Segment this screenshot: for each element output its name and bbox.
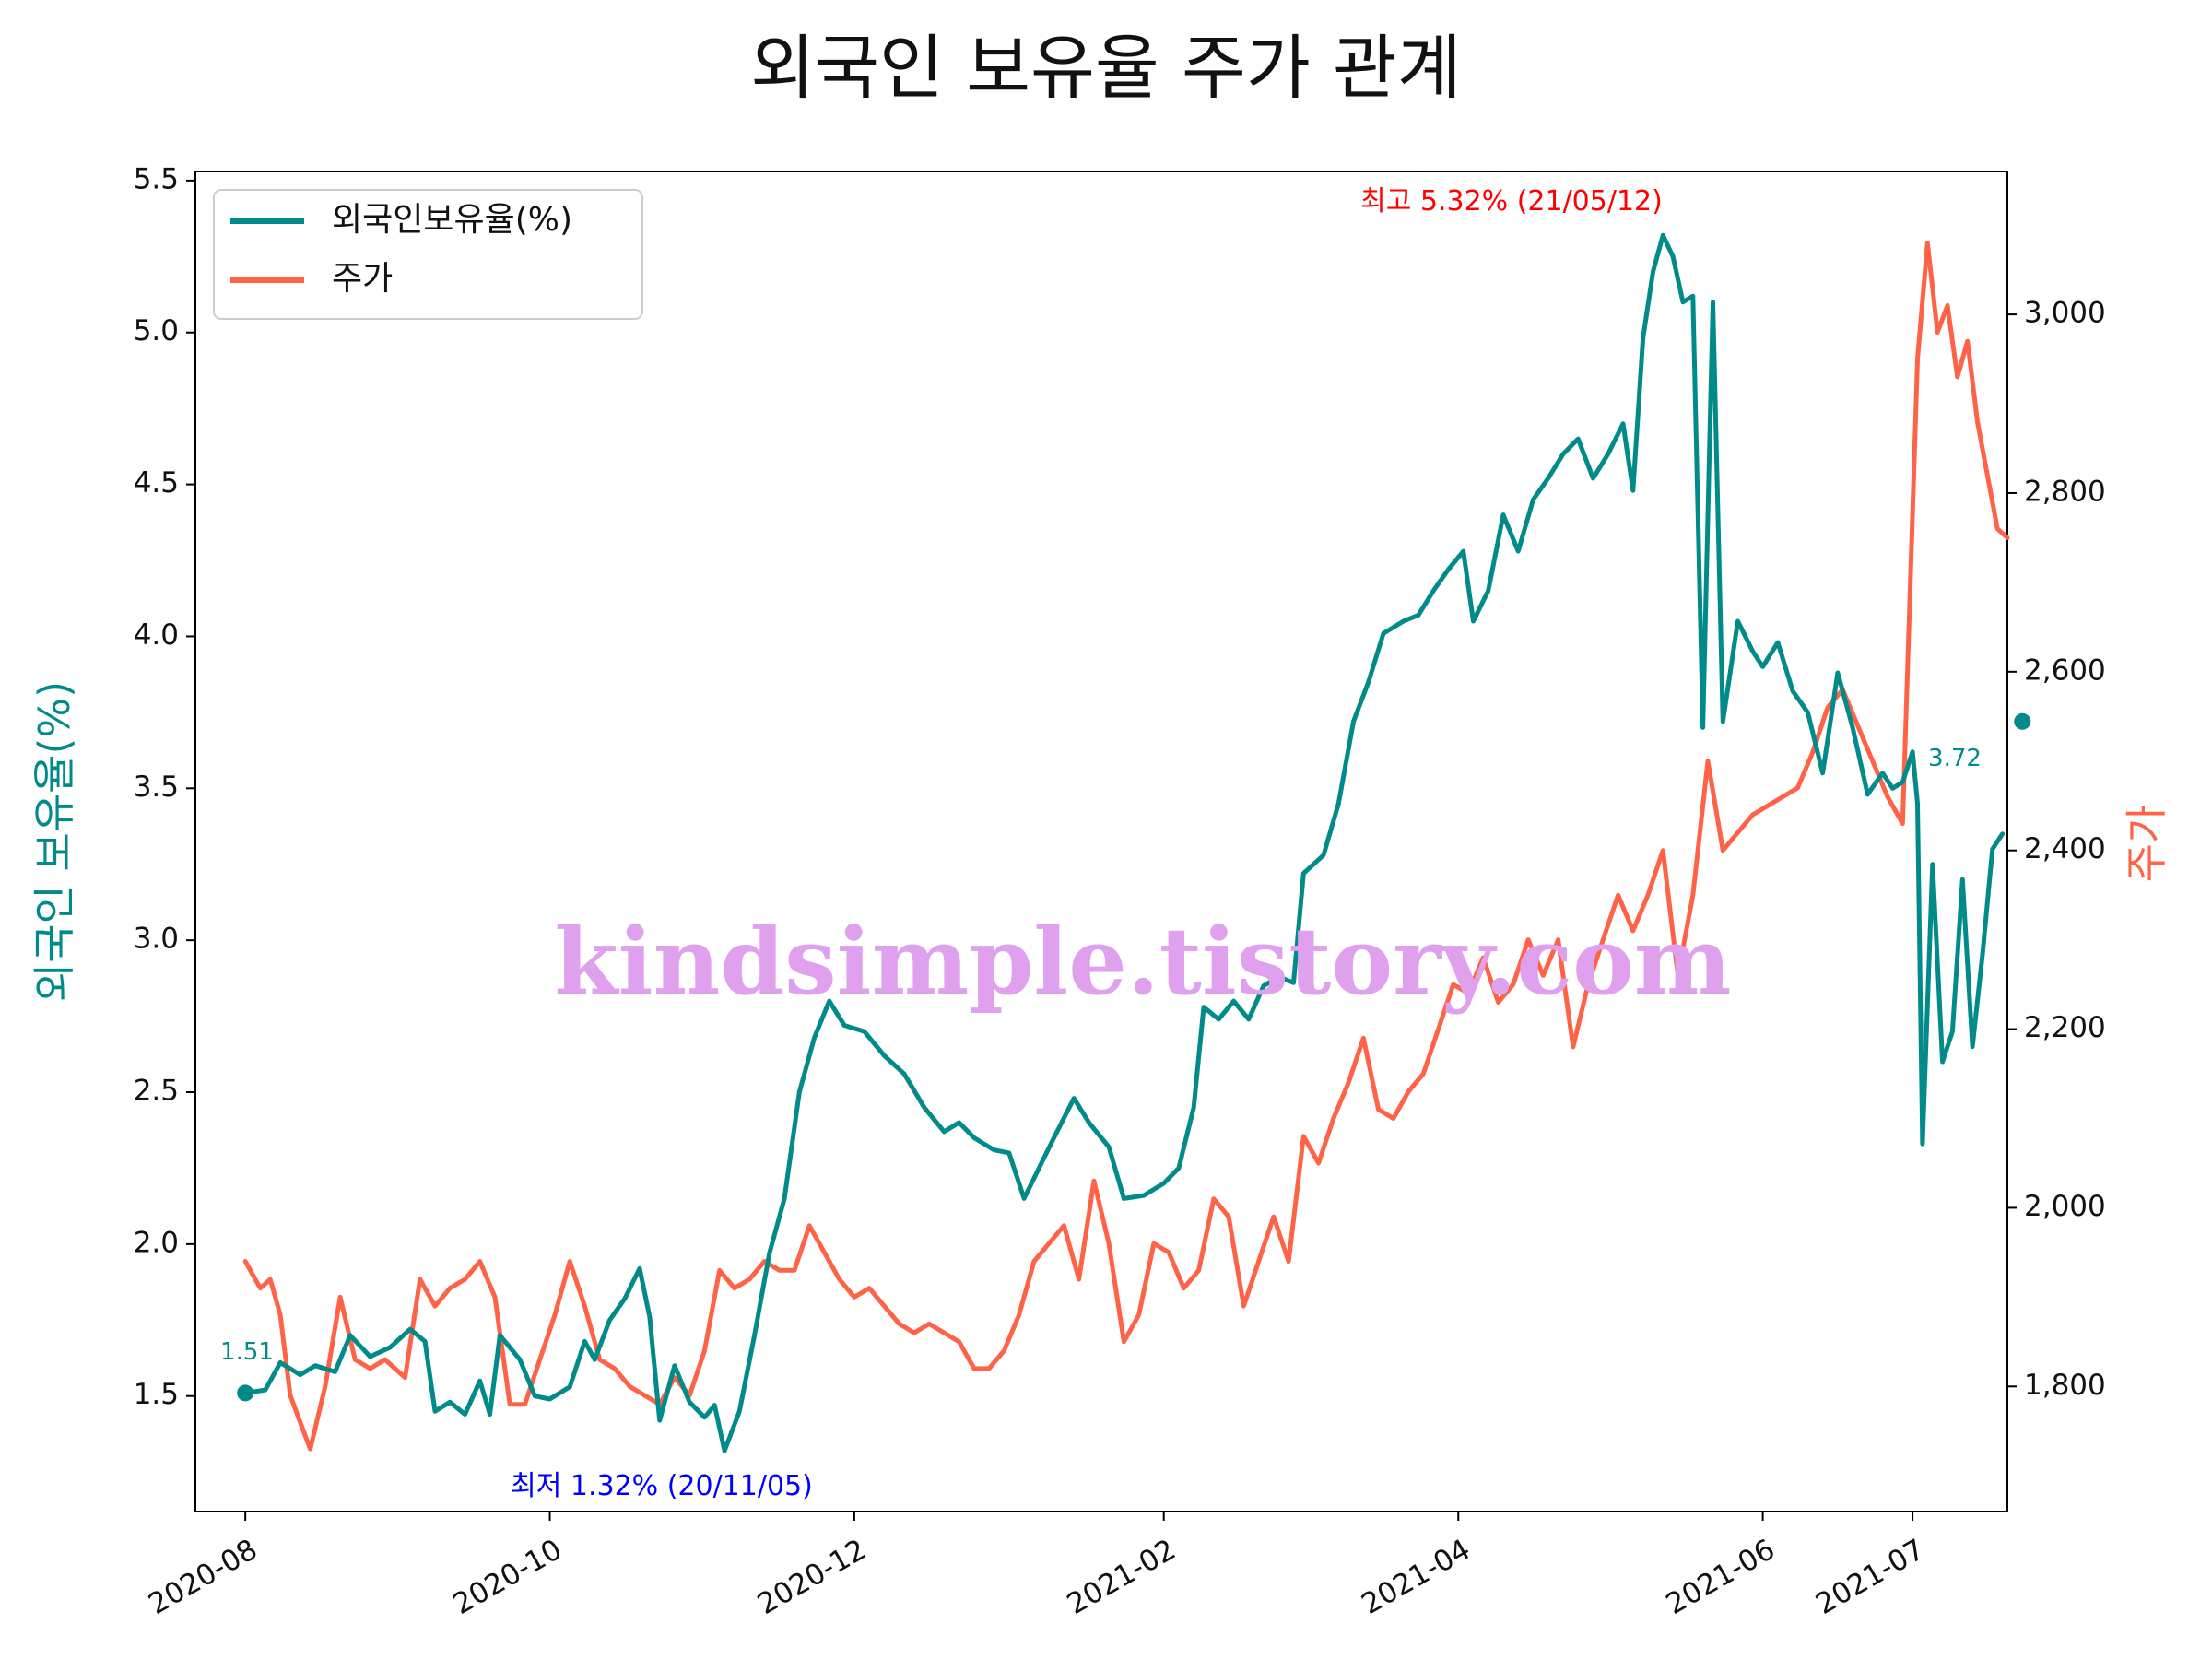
plot-frame: [194, 171, 2008, 1512]
y-right-tick-label: 2,600: [2024, 653, 2106, 687]
y-left-tick-label: 4.5: [134, 466, 179, 500]
y-left-tick-label: 5.0: [134, 314, 179, 347]
max-annotation: 최고 5.32% (21/05/12): [1360, 185, 1663, 218]
legend-label: 주가: [332, 260, 393, 298]
y-axis-right-label: 주가: [2122, 805, 2171, 883]
foreign-ratio-line: [242, 232, 2006, 1453]
legend-label: 외국인보유율(%): [332, 201, 572, 239]
watermark-text: kindsimple.tistory.com: [554, 907, 1731, 1016]
y-left-tick-label: 2.5: [134, 1075, 179, 1108]
legend-box: [213, 189, 643, 320]
start-point-marker: [237, 1384, 254, 1402]
y-right-tick-label: 2,000: [2024, 1190, 2106, 1223]
y-right-tick-label: 3,000: [2024, 297, 2106, 330]
y-left-tick-label: 1.5: [134, 1378, 179, 1411]
y-left-tick-label: 5.5: [134, 162, 179, 195]
chart-title: 외국인 보유율 주가 관계: [750, 27, 1462, 109]
min-annotation: 최저 1.32% (20/11/05): [511, 1470, 813, 1502]
start-value-label: 1.51: [220, 1338, 274, 1366]
annotations: 최고 5.32% (21/05/12) 최저 1.32% (20/11/05) 1.…: [220, 185, 1982, 1502]
y-left-tick-label: 2.0: [134, 1226, 179, 1259]
y-right-tick-label: 2,200: [2024, 1011, 2106, 1044]
y-left-tick-label: 3.0: [134, 923, 179, 956]
end-point-marker: [2014, 712, 2031, 730]
y-axis-left-label: 외국인 보유율(%): [29, 681, 79, 1002]
y-left-tick-label: 3.5: [134, 771, 179, 804]
y-left-tick-label: 4.0: [134, 618, 179, 652]
y-right-tick-label: 2,800: [2024, 475, 2106, 508]
plot-area: [194, 171, 2008, 1512]
series-layer: [237, 232, 2031, 1453]
y-right-tick-label: 1,800: [2024, 1369, 2106, 1402]
end-value-label: 3.72: [1928, 745, 1982, 772]
y-right-tick-label: 2,400: [2024, 832, 2106, 865]
legend: 외국인보유율(%) 주가: [213, 189, 643, 320]
